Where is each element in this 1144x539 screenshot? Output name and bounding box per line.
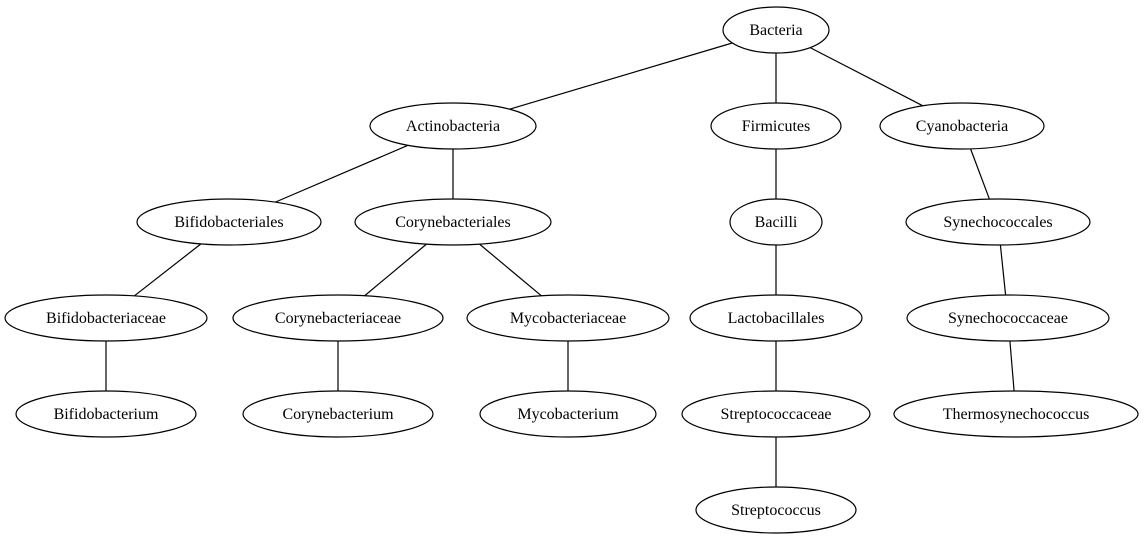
node-label-synechococcaceae: Synechococcaceae <box>948 310 1068 327</box>
edge-bacteria-cyanobacteria <box>809 47 924 107</box>
node-corynebacteriales: Corynebacteriales <box>354 198 552 246</box>
node-bacteria: Bacteria <box>722 6 830 54</box>
node-ellipse-thermosynechococcus <box>893 390 1139 438</box>
node-label-synechococcales: Synechococcales <box>943 214 1052 231</box>
edge-actinobacteria-bifidobacteriales <box>275 144 409 203</box>
node-ellipse-lactobacillales <box>689 294 863 342</box>
node-firmicutes: Firmicutes <box>710 102 842 150</box>
node-label-streptococcaceae: Streptococcaceae <box>720 406 831 423</box>
node-lactobacillales: Lactobacillales <box>689 294 863 342</box>
edge-synechococcaceae-thermosynechococcus <box>1009 340 1015 392</box>
node-ellipse-corynebacterium <box>242 390 434 438</box>
node-ellipse-firmicutes <box>710 102 842 150</box>
node-label-bifidobacteriaceae: Bifidobacteriaceae <box>46 310 166 327</box>
edge-bifidobacteriales-bifidobacteriaceae <box>133 243 202 297</box>
node-bifidobacterium: Bifidobacterium <box>15 390 197 438</box>
node-ellipse-streptococcus <box>695 486 857 534</box>
node-label-bacteria: Bacteria <box>749 22 802 39</box>
node-ellipse-corynebacteriales <box>354 198 552 246</box>
tree-nodes: Bacteria Actinobacteria Firmicutes Cyanobac… <box>4 6 1139 534</box>
node-label-cyanobacteria: Cyanobacteria <box>916 118 1008 135</box>
edge-corynebacteriales-corynebacteriaceae <box>364 243 427 297</box>
node-ellipse-bacteria <box>722 6 830 54</box>
edge-corynebacteriales-mycobacteriaceae <box>479 243 542 297</box>
node-mycobacterium: Mycobacterium <box>479 390 657 438</box>
node-ellipse-synechococcales <box>905 198 1091 246</box>
tree-edges <box>105 42 1015 487</box>
node-ellipse-bacilli <box>729 198 823 246</box>
edge-cyanobacteria-synechococcales <box>970 148 990 200</box>
node-ellipse-cyanobacteria <box>879 102 1045 150</box>
node-ellipse-mycobacterium <box>479 390 657 438</box>
node-label-corynebacteriales: Corynebacteriales <box>395 214 511 231</box>
edge-bacteria-actinobacteria <box>509 42 733 110</box>
node-ellipse-corynebacteriaceae <box>232 294 444 342</box>
node-bacilli: Bacilli <box>729 198 823 246</box>
node-cyanobacteria: Cyanobacteria <box>879 102 1045 150</box>
node-streptococcus: Streptococcus <box>695 486 857 534</box>
node-label-mycobacterium: Mycobacterium <box>517 406 619 423</box>
node-ellipse-bifidobacterium <box>15 390 197 438</box>
node-corynebacteriaceae: Corynebacteriaceae <box>232 294 444 342</box>
node-label-lactobacillales: Lactobacillales <box>728 310 825 327</box>
node-label-actinobacteria: Actinobacteria <box>406 118 500 135</box>
node-label-thermosynechococcus: Thermosynechococcus <box>943 406 1090 423</box>
node-synechococcales: Synechococcales <box>905 198 1091 246</box>
node-label-corynebacteriaceae: Corynebacteriaceae <box>275 310 401 327</box>
node-bifidobacteriales: Bifidobacteriales <box>136 198 322 246</box>
node-label-firmicutes: Firmicutes <box>742 118 810 135</box>
node-ellipse-synechococcaceae <box>906 294 1110 342</box>
node-label-bifidobacteriales: Bifidobacteriales <box>174 214 283 231</box>
node-ellipse-bifidobacteriaceae <box>4 294 208 342</box>
node-label-bifidobacterium: Bifidobacterium <box>54 406 159 423</box>
node-label-bacilli: Bacilli <box>755 214 798 231</box>
node-streptococcaceae: Streptococcaceae <box>681 390 871 438</box>
node-label-corynebacterium: Corynebacterium <box>282 406 394 423</box>
node-corynebacterium: Corynebacterium <box>242 390 434 438</box>
node-label-mycobacteriaceae: Mycobacteriaceae <box>510 310 626 327</box>
edge-synechococcales-synechococcaceae <box>999 244 1007 296</box>
node-thermosynechococcus: Thermosynechococcus <box>893 390 1139 438</box>
node-ellipse-actinobacteria <box>369 102 537 150</box>
node-label-streptococcus: Streptococcus <box>731 502 821 519</box>
node-actinobacteria: Actinobacteria <box>369 102 537 150</box>
node-mycobacteriaceae: Mycobacteriaceae <box>466 294 670 342</box>
node-bifidobacteriaceae: Bifidobacteriaceae <box>4 294 208 342</box>
node-ellipse-mycobacteriaceae <box>466 294 670 342</box>
node-ellipse-streptococcaceae <box>681 390 871 438</box>
node-ellipse-bifidobacteriales <box>136 198 322 246</box>
node-synechococcaceae: Synechococcaceae <box>906 294 1110 342</box>
